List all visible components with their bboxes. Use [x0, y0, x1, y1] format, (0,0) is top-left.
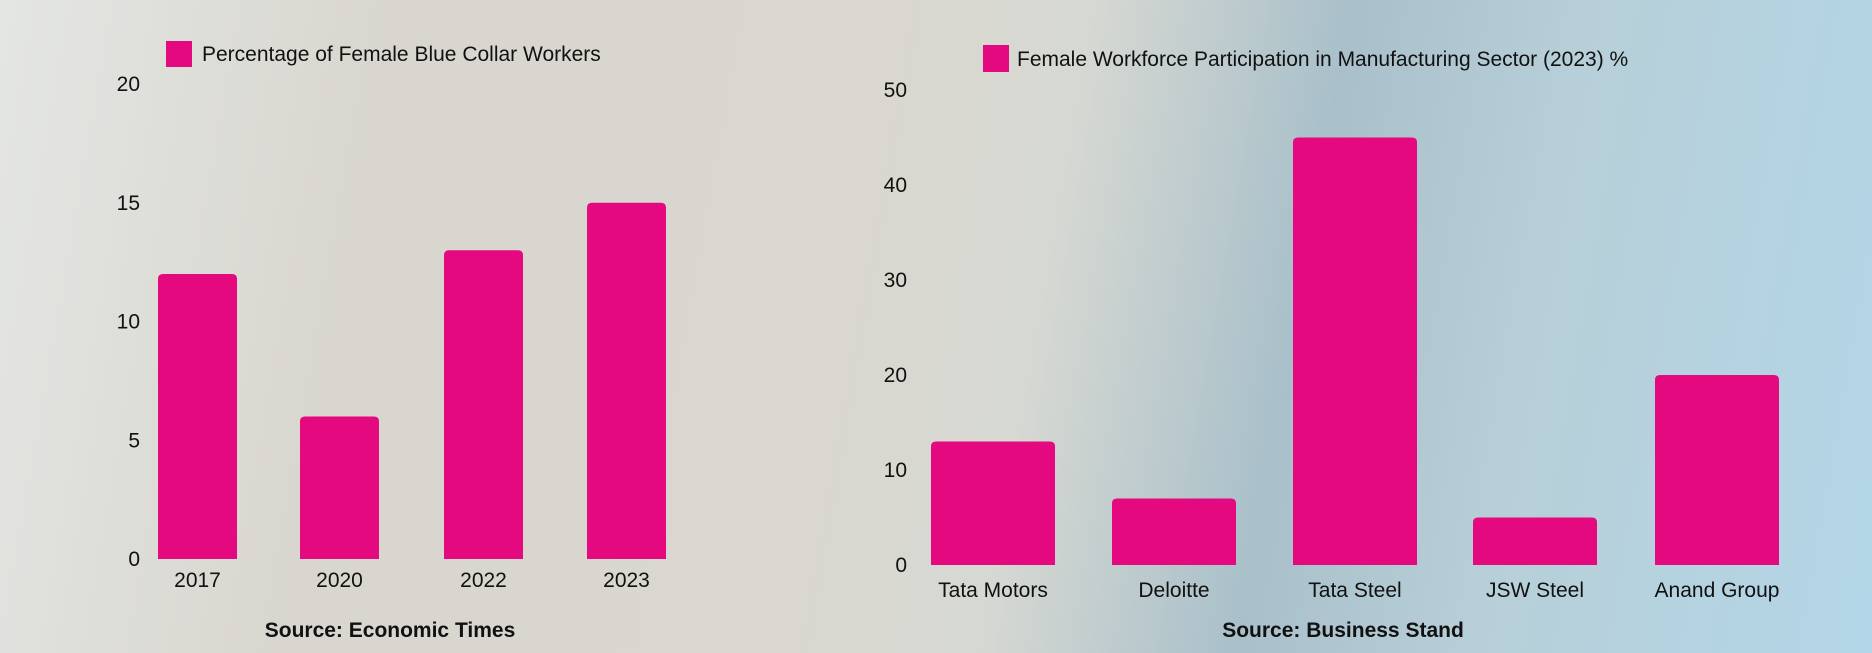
bar[interactable] — [587, 202, 666, 559]
y-tick-label: 30 — [884, 269, 907, 292]
x-category-label: Tata Steel — [1308, 579, 1401, 602]
source-label: Source: Business Stand — [1222, 619, 1464, 642]
legend-label: Percentage of Female Blue Collar Workers — [202, 43, 601, 66]
y-tick-label: 20 — [117, 73, 140, 96]
bar[interactable] — [1112, 498, 1236, 566]
legend-swatch — [166, 41, 192, 67]
x-category-label: 2017 — [174, 569, 221, 592]
x-category-label: Tata Motors — [938, 579, 1048, 602]
x-category-label: JSW Steel — [1486, 579, 1584, 602]
y-tick-label: 5 — [128, 429, 140, 452]
y-tick-label: 40 — [884, 174, 907, 197]
x-category-label: 2023 — [603, 569, 650, 592]
bar[interactable] — [1655, 375, 1779, 565]
legend-label: Female Workforce Participation in Manufa… — [1017, 48, 1628, 71]
y-tick-label: 10 — [884, 459, 907, 482]
y-tick-label: 15 — [117, 192, 140, 215]
chart-female-blue-collar: Percentage of Female Blue Collar Workers… — [117, 41, 666, 642]
y-tick-label: 10 — [117, 311, 140, 334]
bar[interactable] — [1293, 137, 1417, 566]
bar[interactable] — [444, 250, 523, 559]
y-tick-label: 0 — [128, 548, 140, 571]
bar[interactable] — [300, 416, 379, 560]
bar[interactable] — [931, 441, 1055, 566]
legend-swatch — [983, 45, 1009, 72]
y-tick-label: 0 — [895, 554, 907, 577]
x-category-label: 2020 — [316, 569, 363, 592]
bar[interactable] — [1473, 517, 1597, 566]
y-tick-label: 20 — [884, 364, 907, 387]
source-label: Source: Economic Times — [265, 619, 516, 642]
y-tick-label: 50 — [884, 79, 907, 102]
bar[interactable] — [158, 274, 237, 559]
x-category-label: Anand Group — [1655, 579, 1780, 602]
x-category-label: 2022 — [460, 569, 507, 592]
chart-manufacturing-participation: Female Workforce Participation in Manufa… — [884, 45, 1780, 642]
x-category-label: Deloitte — [1138, 579, 1209, 602]
